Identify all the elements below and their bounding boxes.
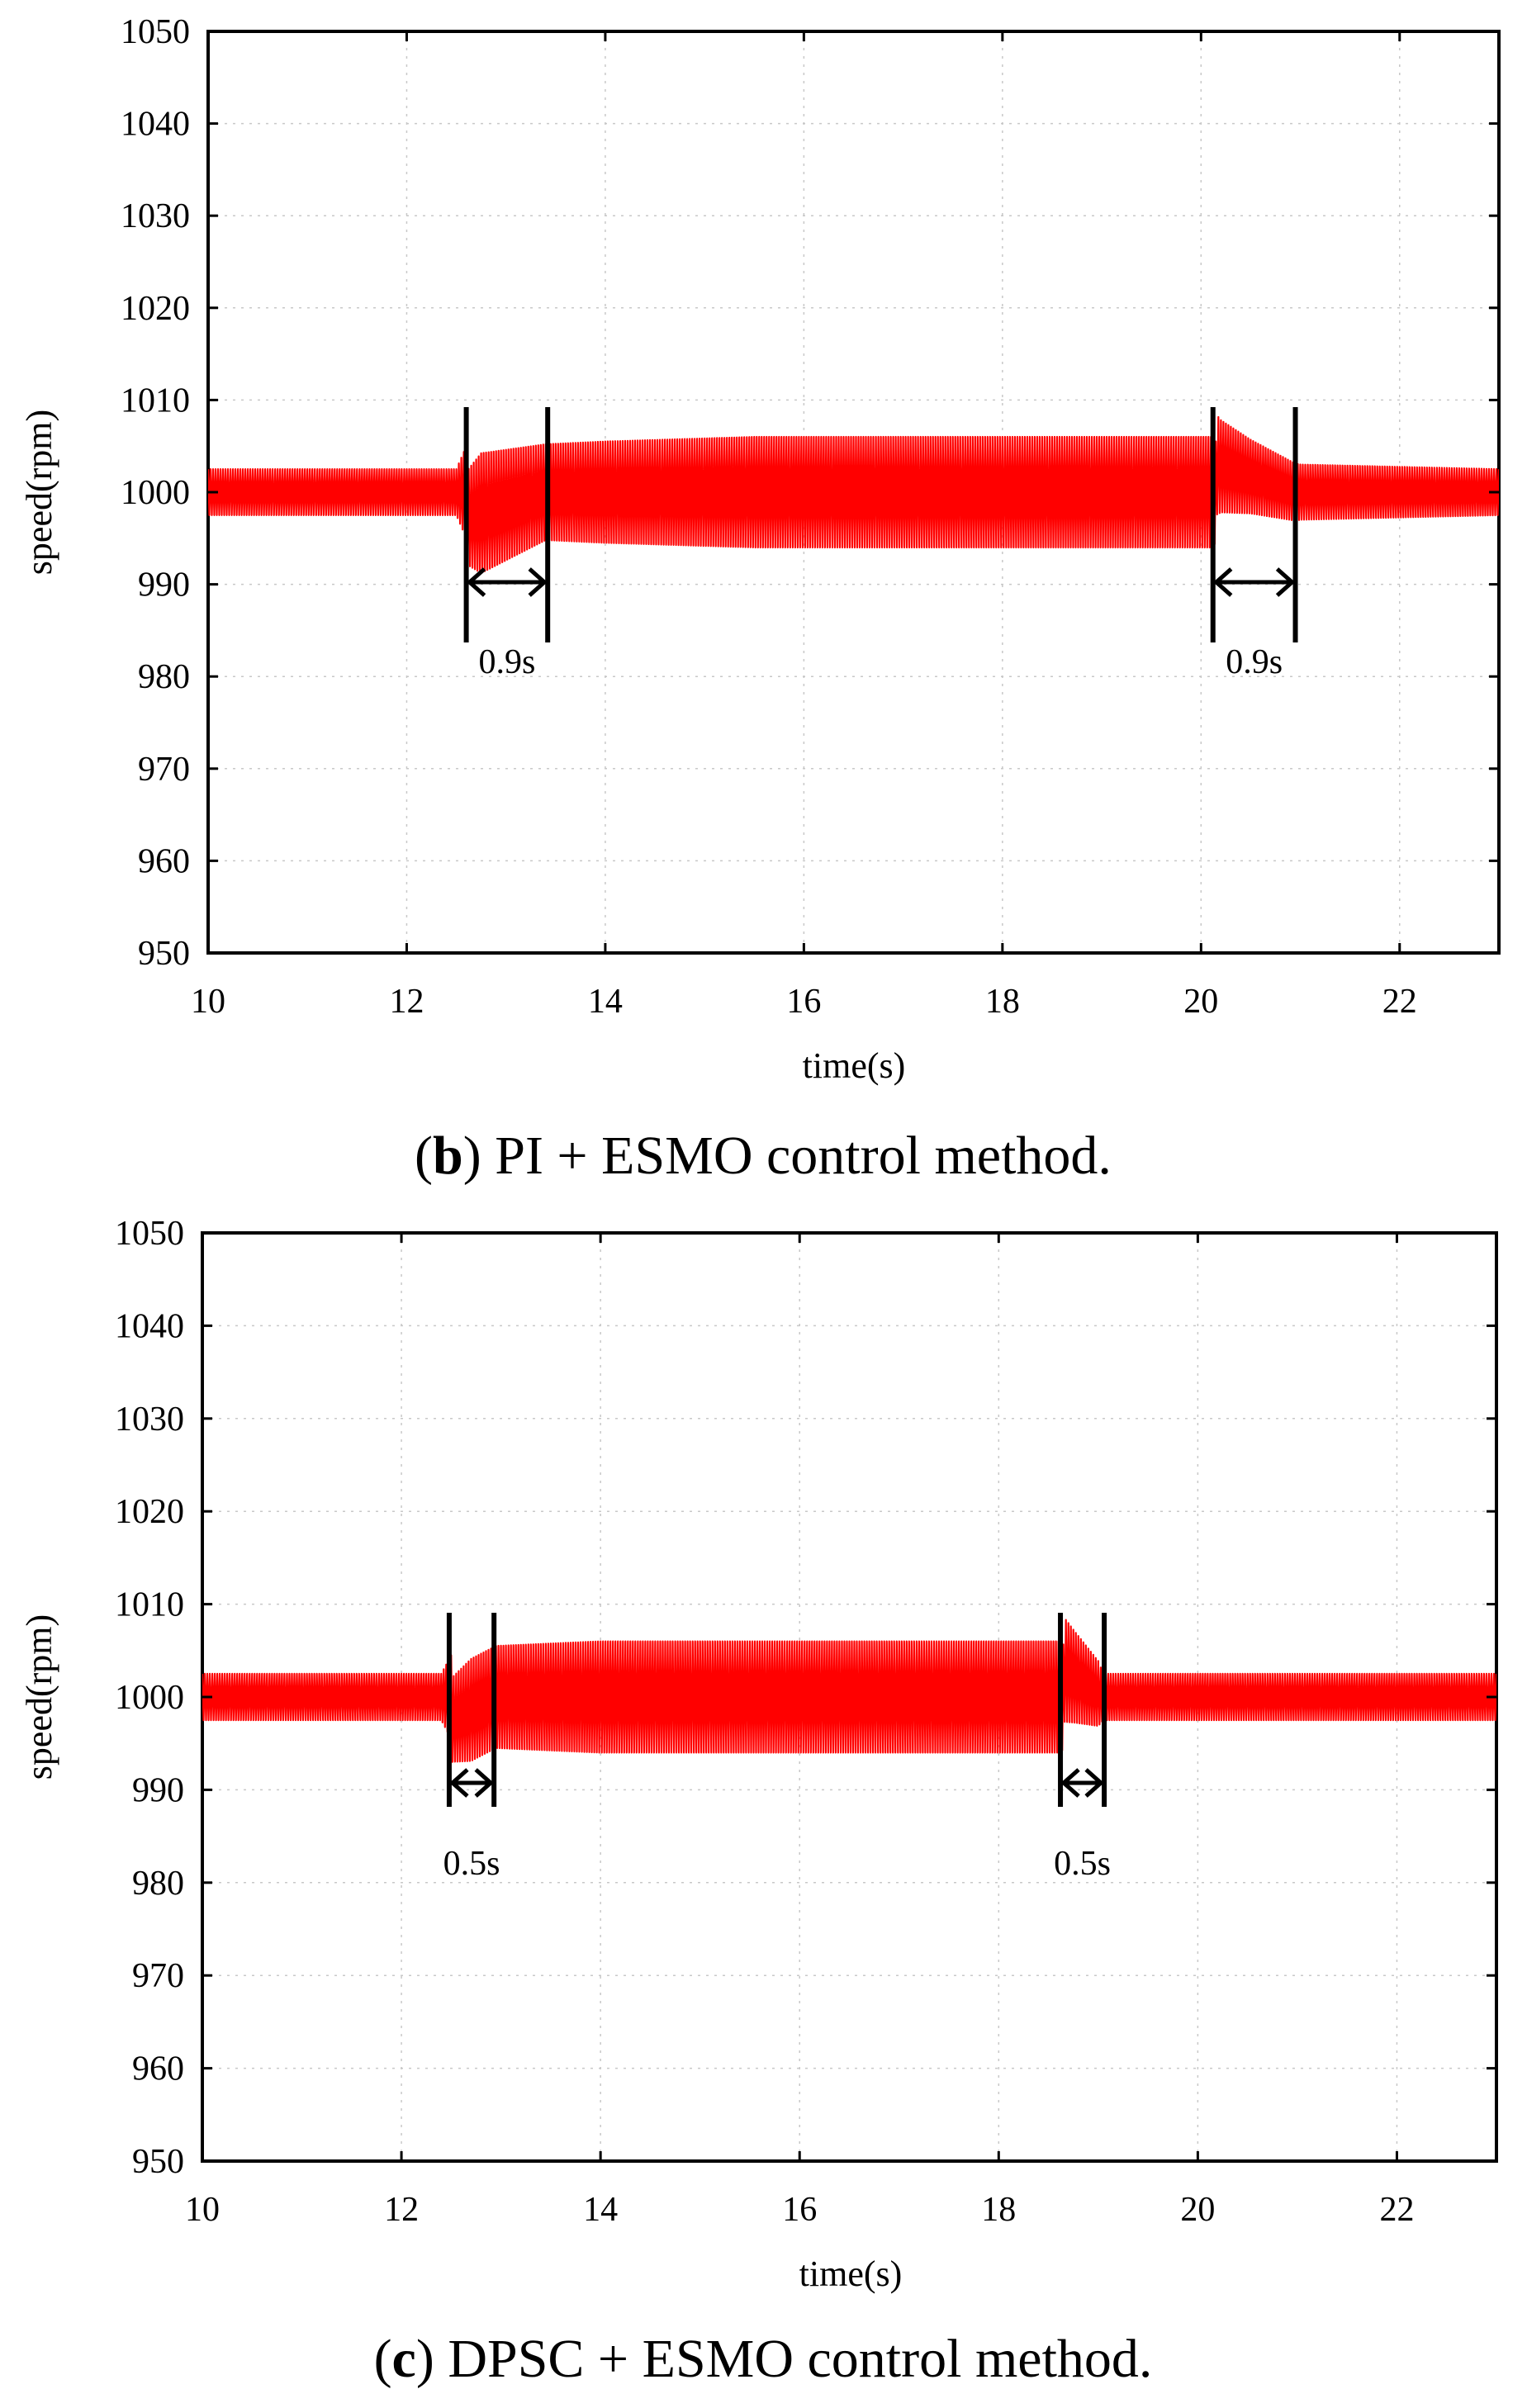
grid <box>208 31 1499 953</box>
duration-label: 0.9s <box>478 643 535 681</box>
caption-text: DPSC + ESMO control method. <box>434 2329 1153 2389</box>
y-tick-label: 1040 <box>115 1307 184 1345</box>
y-tick-labels: 950 960 970 980 990 1000 1010 1020 1030 1040 1050 <box>121 13 1499 973</box>
y-tick-label: 960 <box>132 2050 184 2088</box>
arrowhead-right <box>474 1768 494 1798</box>
duration-annotation: 0.5s <box>1054 1613 1111 1883</box>
x-tick-label: 12 <box>389 983 424 1021</box>
y-tick-label: 1020 <box>115 1493 184 1531</box>
x-tick-label: 22 <box>1382 983 1417 1021</box>
x-tick-label: 20 <box>1180 2191 1215 2229</box>
duration-label: 0.5s <box>443 1845 500 1883</box>
caption-text: PI + ESMO control method. <box>481 1126 1112 1186</box>
y-axis-label: speed(rpm) <box>19 1614 59 1780</box>
y-tick-label: 1020 <box>121 290 190 328</box>
y-axis-label: speed(rpm) <box>19 410 59 575</box>
caption-b: (b) PI + ESMO control method. <box>415 1126 1112 1186</box>
x-tick-label: 10 <box>191 983 225 1021</box>
y-tick-label: 1030 <box>115 1401 184 1439</box>
panel-label: b <box>433 1126 463 1186</box>
arrowhead-left <box>466 567 486 597</box>
x-tick-label: 14 <box>583 2191 618 2229</box>
y-tick-label: 970 <box>132 1957 184 1995</box>
chart-panel-b: 950960970980990100010101020103010401050 … <box>19 13 1501 1186</box>
x-tick-label: 14 <box>588 983 623 1021</box>
arrowhead-left <box>449 1768 469 1798</box>
arrowhead-left <box>1212 567 1233 597</box>
arrowhead-right <box>528 567 548 597</box>
x-tick-label: 22 <box>1379 2191 1414 2229</box>
annotations: 0.5s 0.5s <box>443 1613 1111 1883</box>
x-tick-label: 16 <box>786 983 821 1021</box>
speed-line <box>202 1619 1496 1763</box>
y-tick-label: 1010 <box>115 1586 184 1624</box>
caption-open-paren: ( <box>415 1126 433 1186</box>
panel-label: c <box>392 2329 416 2389</box>
x-tick-label: 10 <box>185 2191 220 2229</box>
chart-panel-c: 950960970980990100010101020103010401050 … <box>19 1215 1498 2389</box>
y-tick-label: 980 <box>138 658 190 696</box>
caption-close-paren: ) <box>463 1126 481 1186</box>
duration-annotation: 0.5s <box>443 1613 500 1883</box>
x-tick-labels: 10 12 14 16 18 20 22 <box>185 1233 1414 2229</box>
y-tick-label: 950 <box>132 2143 184 2181</box>
duration-annotation: 0.9s <box>463 407 551 681</box>
x-axis-label: time(s) <box>803 1045 906 1086</box>
speed-series <box>202 1619 1496 1763</box>
arrowhead-right <box>1084 1768 1104 1798</box>
y-tick-label: 1010 <box>121 382 190 420</box>
duration-label: 0.9s <box>1226 643 1283 681</box>
caption-c: (c) DPSC + ESMO control method. <box>374 2329 1153 2389</box>
x-tick-label: 18 <box>985 983 1020 1021</box>
x-tick-label: 18 <box>981 2191 1016 2229</box>
arrowhead-left <box>1060 1768 1080 1798</box>
annotations: 0.9s 0.9s <box>463 407 1298 681</box>
x-tick-label: 12 <box>384 2191 419 2229</box>
y-tick-labels: 950 960 970 980 990 1000 1010 1020 1030 1040 1050 <box>115 1215 1496 2181</box>
y-tick-label: 950 <box>138 935 190 973</box>
y-tick-label: 1000 <box>115 1679 184 1717</box>
y-tick-label: 960 <box>138 842 190 880</box>
y-tick-label: 990 <box>138 566 190 604</box>
x-tick-label: 16 <box>782 2191 817 2229</box>
y-tick-label: 1000 <box>121 474 190 512</box>
arrowhead-right <box>1275 567 1296 597</box>
caption-close-paren: ) <box>416 2329 434 2389</box>
x-tick-label: 20 <box>1183 983 1218 1021</box>
y-tick-label: 1050 <box>121 13 190 51</box>
y-tick-label: 1050 <box>115 1215 184 1253</box>
y-tick-label: 1030 <box>121 197 190 235</box>
speed-series <box>208 415 1499 574</box>
x-tick-labels: 10 12 14 16 18 20 22 <box>191 31 1417 1021</box>
x-axis-label: time(s) <box>799 2254 903 2294</box>
y-tick-label: 970 <box>138 751 190 789</box>
caption-open-paren: ( <box>374 2329 392 2389</box>
y-tick-label: 980 <box>132 1865 184 1903</box>
duration-annotation: 0.9s <box>1210 407 1298 681</box>
y-tick-label: 990 <box>132 1771 184 1809</box>
duration-label: 0.5s <box>1054 1845 1111 1883</box>
speed-line <box>208 415 1499 574</box>
y-tick-label: 1040 <box>121 106 190 144</box>
